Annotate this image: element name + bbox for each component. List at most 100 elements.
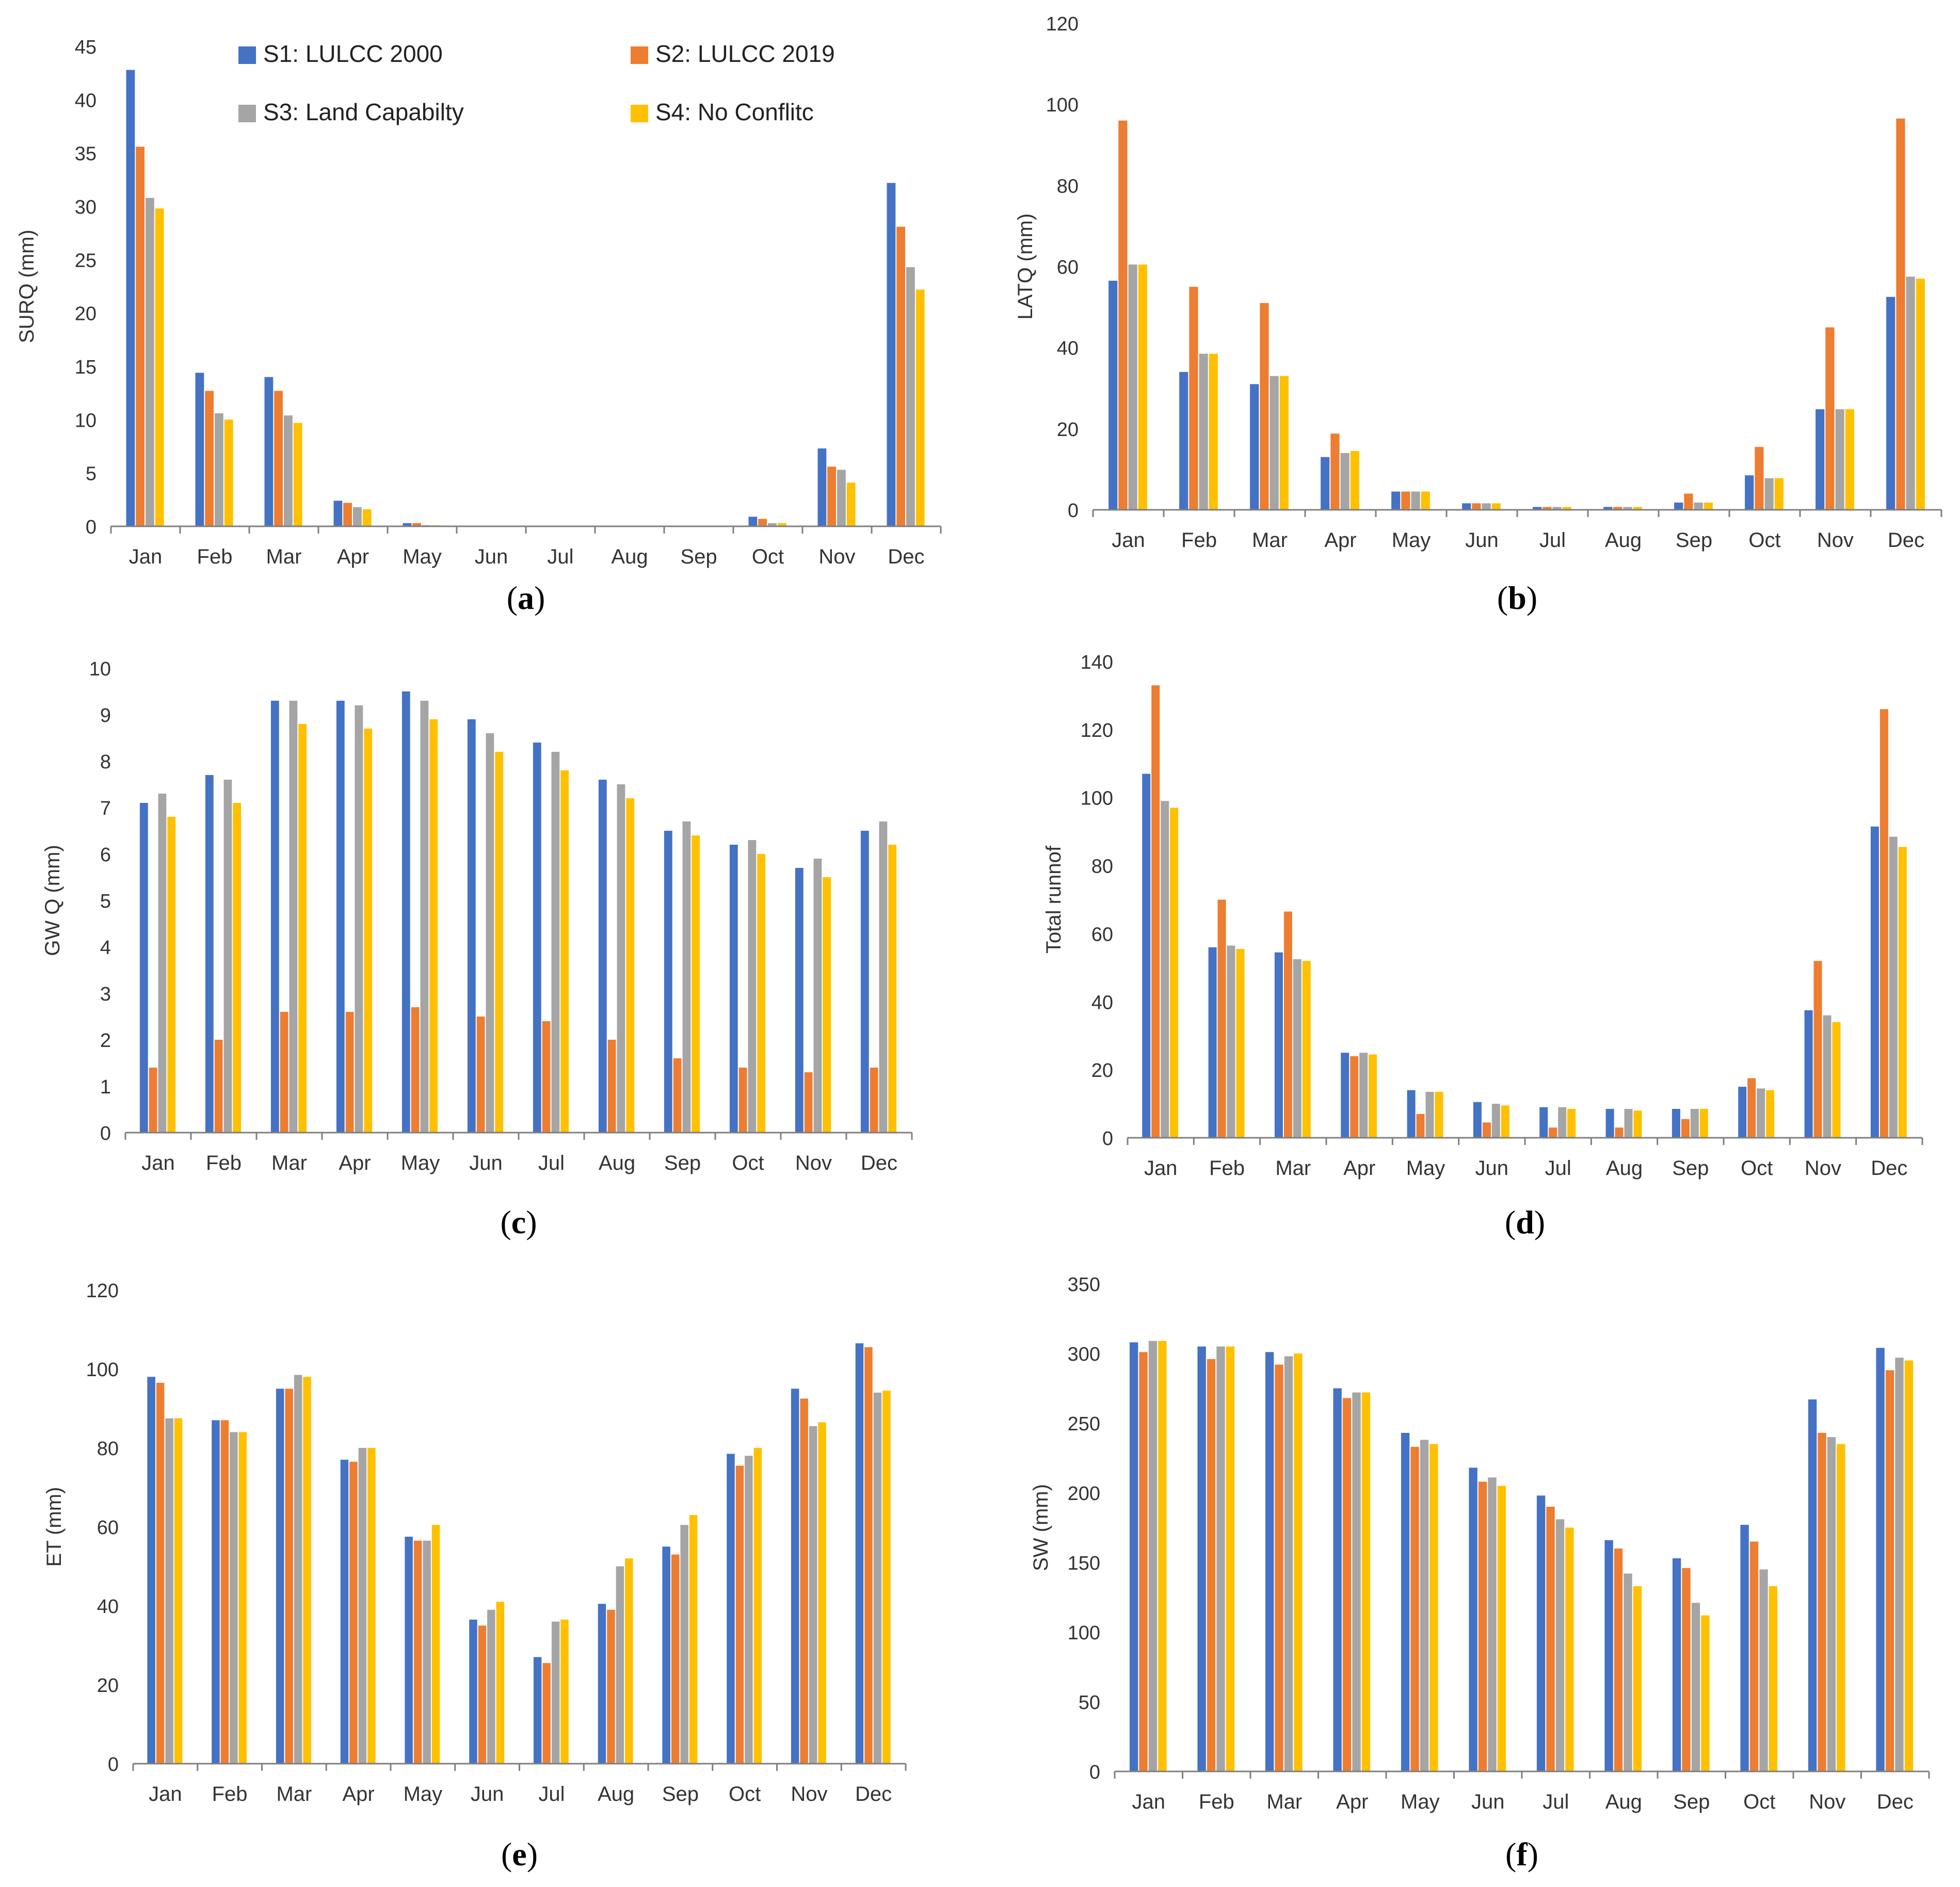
bar-oct-s2 [1749, 1541, 1759, 1771]
x-tick-label: Feb [1181, 529, 1217, 552]
bar-mar-s2 [280, 1012, 288, 1133]
bar-feb-s1 [1208, 947, 1217, 1138]
bar-dec-s1 [887, 183, 896, 526]
bar-mar-s3 [289, 701, 298, 1133]
bar-oct-s1 [1740, 1525, 1749, 1771]
y-axis-label: SW (mm) [1030, 1484, 1052, 1571]
bar-jun-s3 [1491, 1104, 1500, 1138]
bar-jan-s2 [1151, 685, 1160, 1138]
bar-nov-s4 [818, 1422, 826, 1764]
bar-nov-s1 [1804, 1010, 1813, 1138]
y-tick-label: 0 [100, 1123, 111, 1144]
bar-mar-s3 [1284, 1356, 1293, 1771]
x-tick-label: Mar [1252, 529, 1288, 552]
bar-aug-s2 [1615, 1127, 1624, 1138]
x-tick-label: Mar [271, 1152, 307, 1174]
bar-jun-s4 [496, 1602, 505, 1764]
bar-feb-s1 [1197, 1346, 1206, 1771]
bar-jul-s4 [1562, 507, 1571, 510]
bar-jan-s1 [126, 70, 135, 526]
y-tick-label: 80 [1057, 175, 1079, 197]
x-tick-label: Jun [471, 1783, 504, 1805]
x-tick-label: Dec [1871, 1157, 1907, 1180]
bar-mar-s3 [284, 415, 293, 526]
bar-oct-s3 [1757, 1088, 1765, 1138]
bar-oct-s1 [748, 517, 758, 526]
bar-oct-s1 [1745, 475, 1754, 510]
x-tick-label: Jan [149, 1783, 182, 1805]
bar-aug-s2 [607, 1040, 616, 1133]
bar-sep-s4 [1704, 502, 1713, 510]
x-tick-label: Dec [855, 1783, 892, 1805]
x-tick-label: Apr [342, 1783, 374, 1805]
x-tick-label: Apr [339, 1152, 371, 1174]
bar-feb-s1 [205, 775, 214, 1133]
bar-feb-s3 [1199, 353, 1208, 510]
bar-oct-s1 [729, 845, 738, 1133]
bar-may-s1 [1391, 491, 1401, 510]
bar-apr-s4 [364, 729, 373, 1133]
x-tick-label: Jul [1543, 1791, 1569, 1813]
bar-mar-s4 [298, 724, 307, 1133]
x-tick-label: Apr [1324, 529, 1356, 552]
bar-mar-s2 [285, 1389, 293, 1764]
bar-nov-s4 [846, 482, 856, 526]
bar-jan-s3 [1128, 264, 1137, 510]
x-tick-label: Feb [206, 1152, 242, 1174]
bar-may-s3 [423, 1540, 431, 1764]
bar-sep-s2 [1682, 1568, 1691, 1771]
bar-may-s2 [1410, 1446, 1419, 1771]
x-tick-label: Sep [1673, 1791, 1710, 1813]
bar-dec-s3 [1895, 1358, 1904, 1771]
y-tick-label: 4 [100, 937, 111, 959]
y-tick-label: 100 [1046, 94, 1079, 116]
bar-mar-s3 [1293, 959, 1302, 1138]
bar-jan-s1 [1142, 773, 1151, 1138]
bar-may-s4 [1435, 1092, 1443, 1138]
panel-label-d: (d) [1505, 1204, 1545, 1240]
y-tick-label: 2 [100, 1030, 111, 1052]
legend-swatch-s3 [238, 105, 256, 122]
bar-apr-s4 [367, 1448, 376, 1764]
bar-jan-s1 [1108, 281, 1118, 510]
bar-jun-s1 [1473, 1102, 1482, 1138]
y-tick-label: 140 [1081, 652, 1113, 673]
panel-label-b: (b) [1497, 579, 1537, 616]
x-tick-label: Aug [599, 1152, 635, 1174]
legend-swatch-s2 [631, 46, 648, 64]
bar-aug-s2 [1614, 1549, 1623, 1771]
bar-sep-s4 [1699, 1109, 1708, 1138]
x-tick-label: Jun [1465, 529, 1499, 552]
bar-dec-s2 [896, 227, 905, 526]
y-tick-label: 9 [100, 705, 111, 727]
y-tick-label: 20 [1091, 1060, 1113, 1082]
x-tick-label: Jan [1144, 1157, 1178, 1180]
y-tick-label: 15 [75, 357, 97, 378]
bar-aug-s2 [1613, 507, 1622, 510]
bar-apr-s3 [1340, 453, 1349, 510]
bar-nov-s2 [827, 466, 836, 526]
bar-mar-s2 [1283, 911, 1292, 1138]
bar-may-s2 [413, 1540, 422, 1764]
bar-dec-s2 [1879, 709, 1888, 1138]
x-tick-label: Nov [795, 1152, 832, 1174]
bar-jul-s3 [551, 1621, 560, 1764]
bar-sep-s1 [662, 1546, 670, 1764]
bar-oct-s4 [753, 1448, 762, 1764]
bar-mar-s1 [270, 701, 279, 1133]
x-tick-label: May [1401, 1791, 1440, 1813]
y-tick-label: 7 [100, 798, 111, 819]
bar-may-s3 [420, 701, 429, 1133]
panel-label-e: (e) [501, 1836, 538, 1873]
bar-jan-s1 [139, 803, 148, 1133]
bar-apr-s3 [1359, 1053, 1368, 1138]
x-tick-label: Jun [1475, 1157, 1509, 1180]
bar-apr-s1 [336, 701, 345, 1133]
y-tick-label: 0 [86, 517, 97, 538]
bar-jan-s2 [156, 1382, 165, 1764]
x-tick-label: Oct [752, 545, 784, 568]
bar-nov-s4 [823, 877, 831, 1133]
bar-aug-s1 [1604, 1540, 1613, 1771]
y-tick-label: 40 [97, 1596, 119, 1618]
